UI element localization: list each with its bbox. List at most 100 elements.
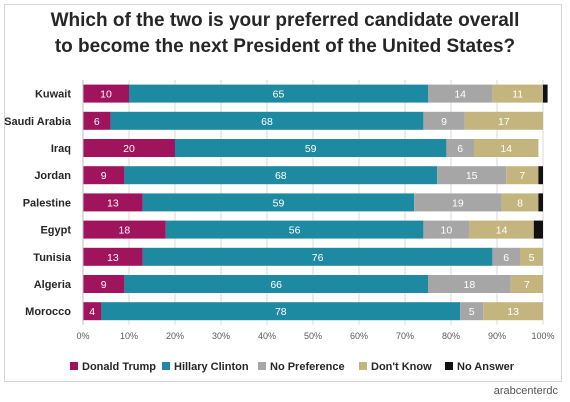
bar-segment (83, 220, 166, 239)
data-label: 4 (89, 306, 95, 318)
bar-segment (533, 220, 543, 239)
bar-segment (464, 111, 543, 130)
bar-segment (506, 166, 539, 185)
category-label: Iraq (51, 143, 71, 155)
data-label: 76 (312, 252, 324, 264)
data-label: 18 (119, 225, 131, 237)
chart-frame (4, 4, 562, 382)
data-label: 6 (457, 143, 463, 155)
category-label: Palestine (23, 197, 71, 209)
category-label: Algeria (34, 279, 72, 291)
x-tick-label: 80% (442, 331, 460, 341)
data-label: 14 (454, 89, 466, 101)
bar-segment (83, 302, 102, 321)
bar-segment (423, 220, 470, 239)
data-label: 14 (500, 143, 512, 155)
source-credit: arabcenterdc (493, 385, 558, 397)
data-label: 9 (441, 116, 447, 128)
data-label: 7 (519, 170, 525, 182)
data-label: 5 (469, 306, 475, 318)
x-tick-label: 70% (396, 331, 414, 341)
bar-segment (414, 193, 502, 212)
data-label: 10 (100, 89, 112, 101)
data-label: 68 (275, 170, 287, 182)
x-tick-label: 50% (304, 331, 322, 341)
legend-label: Don't Know (371, 361, 432, 373)
x-tick-label: 0% (76, 331, 89, 341)
bar-segment (428, 84, 493, 103)
bar-segment (437, 166, 507, 185)
bar-segment (538, 166, 543, 185)
legend-swatch (70, 362, 78, 370)
data-label: 59 (305, 143, 317, 155)
data-label: 10 (441, 225, 453, 237)
bar-segment (83, 193, 143, 212)
data-label: 9 (101, 170, 107, 182)
data-label: 11 (512, 89, 523, 101)
x-tick-label: 30% (212, 331, 230, 341)
data-label: 13 (507, 306, 519, 318)
legend-swatch (445, 362, 453, 370)
data-label: 59 (273, 197, 285, 209)
bar-segment (510, 275, 543, 293)
category-label: Tunisia (33, 252, 72, 264)
bar-segment (483, 302, 543, 321)
data-label: 6 (503, 252, 509, 264)
legend-label: Donald Trump (82, 361, 156, 373)
bar-segment (129, 84, 428, 103)
data-label: 7 (524, 279, 530, 291)
category-label: Morocco (25, 306, 71, 318)
bar-segment (101, 302, 461, 321)
bar-segment (83, 247, 143, 266)
data-label: 20 (123, 143, 135, 155)
bar-segment (492, 84, 543, 103)
category-label: Jordan (34, 170, 71, 182)
data-label: 17 (498, 116, 510, 128)
bar-segment (165, 220, 424, 239)
bar-segment (538, 193, 543, 212)
data-label: 78 (275, 306, 287, 318)
x-tick-label: 40% (258, 331, 276, 341)
data-label: 68 (261, 116, 273, 128)
bar-segment (175, 139, 447, 157)
legend-label: No Answer (457, 361, 515, 373)
bar-segment (520, 247, 543, 266)
bar-segment (423, 111, 465, 130)
legend-swatch (258, 362, 266, 370)
bar-segment (142, 247, 493, 266)
category-label: Kuwait (35, 89, 71, 101)
legend-label: No Preference (270, 361, 345, 373)
bar-segment (469, 220, 534, 239)
bar-segment (501, 193, 539, 212)
chart-title-line-1: Which of the two is your preferred candi… (50, 10, 520, 31)
x-tick-label: 100% (531, 331, 554, 341)
x-tick-label: 20% (166, 331, 184, 341)
data-label: 13 (107, 197, 119, 209)
bar-segment (83, 166, 125, 185)
data-label: 65 (273, 89, 285, 101)
data-label: 9 (101, 279, 107, 291)
bar-segment (474, 139, 539, 157)
data-label: 14 (496, 225, 508, 237)
bar-segment (83, 111, 111, 130)
x-tick-label: 60% (350, 331, 368, 341)
data-label: 13 (107, 252, 119, 264)
bar-segment (83, 84, 129, 103)
bar-segment (110, 111, 424, 130)
data-label: 15 (466, 170, 478, 182)
x-tick-label: 10% (120, 331, 138, 341)
data-label: 66 (270, 279, 282, 291)
legend-swatch (359, 362, 367, 370)
bar-segment (124, 275, 429, 293)
data-label: 5 (529, 252, 535, 264)
bar-segment (83, 139, 175, 157)
data-label: 6 (94, 116, 100, 128)
data-label: 19 (452, 197, 464, 209)
data-label: 56 (289, 225, 301, 237)
legend-label: Hillary Clinton (174, 361, 249, 373)
data-label: 18 (464, 279, 476, 291)
bar-segment (142, 193, 415, 212)
chart-title-line-2: to become the next President of the Unit… (54, 36, 516, 57)
bar-segment (492, 247, 520, 266)
